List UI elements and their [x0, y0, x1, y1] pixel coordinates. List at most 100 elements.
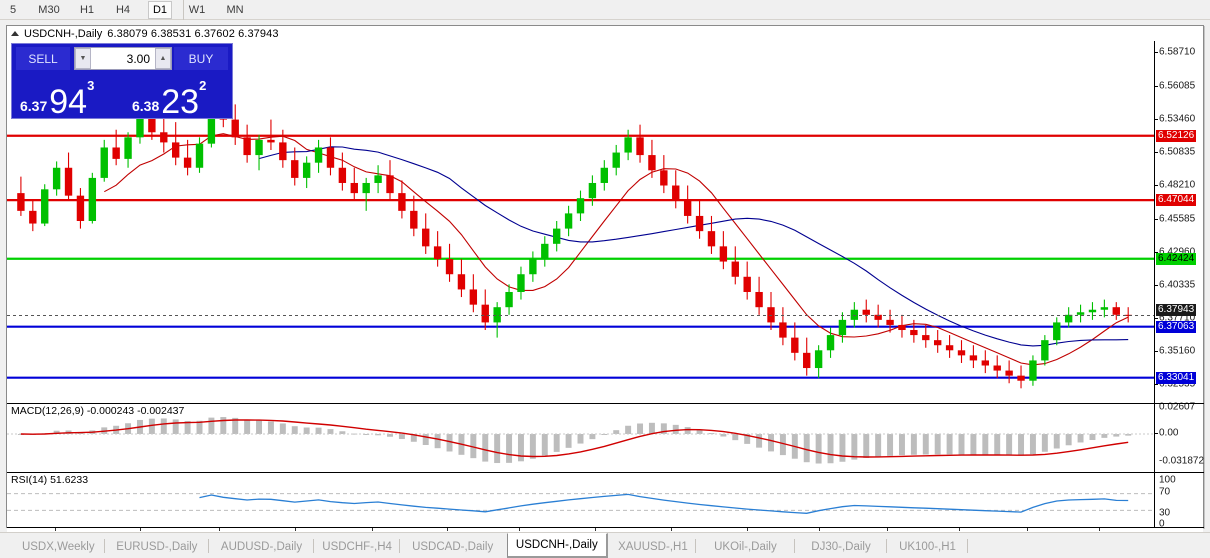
buy-price-fraction: 2: [199, 78, 207, 93]
moving-average-fast: [104, 133, 1129, 366]
scale-tick-mark: [1155, 318, 1158, 320]
chart-ohlc-values: 6.38079 6.38531 6.37602 6.37943: [107, 27, 279, 40]
rsi-chart-svg: [7, 493, 1154, 514]
time-axis-tick: [519, 528, 520, 531]
rsi-pane[interactable]: RSI(14) 51.6233: [7, 472, 1154, 527]
chart-tab-eurusddaily[interactable]: EURUSD-,Daily: [116, 540, 198, 553]
trade-panel-top-row: SELL ▼ 3.00 ▲ BUY: [12, 44, 232, 74]
moving-average-slow: [258, 146, 1129, 347]
chart-tab-usdcaddaily[interactable]: USDCAD-,Daily: [412, 540, 494, 553]
scale-tick-mark: [1155, 285, 1158, 287]
macd-pane[interactable]: MACD(12,26,9) -0.000243 -0.002437: [7, 403, 1154, 471]
volume-value[interactable]: 3.00: [126, 51, 150, 66]
chevron-up-icon[interactable]: ▲: [155, 48, 171, 69]
timeframe-h4[interactable]: H4: [115, 4, 131, 16]
price-level-badge-support[interactable]: 6.37063: [1156, 320, 1197, 333]
buy-button[interactable]: BUY: [174, 47, 228, 70]
buy-price-big: 23: [161, 83, 200, 118]
tab-divider: [312, 539, 314, 553]
timeframe-list: 5 M30 H1 H4 D1 W1 MN: [0, 0, 1210, 20]
time-axis-tick: [372, 528, 373, 531]
chart-tab-uk100h1[interactable]: UK100-,H1: [899, 540, 956, 553]
trade-panel-prices: 6.37 94 3 6.38 23 2: [12, 74, 232, 118]
chart-tab-ukoildaily[interactable]: UKOil-,Daily: [714, 540, 777, 553]
time-axis-tick: [55, 528, 56, 531]
scale-pane-divider: [1155, 403, 1204, 404]
price-level-badge-resistance[interactable]: 6.47044: [1156, 194, 1197, 207]
triangle-up-icon[interactable]: [11, 30, 19, 36]
timeframe-d1[interactable]: D1: [148, 1, 172, 19]
time-axis-tick: [887, 528, 888, 531]
rsi-scale-label: 0: [1159, 518, 1165, 530]
time-axis-tick: [595, 528, 596, 531]
scale-tick-label: 6.35160: [1159, 345, 1196, 357]
time-axis-tick: [295, 528, 296, 531]
timeframe-mn[interactable]: MN: [226, 4, 244, 16]
scale-tick-label: 6.42960: [1159, 246, 1195, 257]
chart-tab-list: USDX,Weekly EURUSD-,Daily AUDUSD-,Daily USD…: [0, 533, 1210, 558]
macd-scale-label: -0.031872: [1159, 455, 1205, 467]
chart-tab-dj30daily[interactable]: DJ30-,Daily: [811, 540, 871, 553]
chart-tab-usdchfh4[interactable]: USDCHF-,H4: [322, 540, 392, 553]
tab-divider: [208, 539, 210, 553]
scale-tick-label: 6.45585: [1159, 213, 1196, 225]
scale-tick-label: 6.56085: [1159, 80, 1196, 92]
buy-price-prefix: 6.38: [132, 98, 160, 114]
price-scale-axis[interactable]: 6.58710 6.56085 6.53460 6.50835 6.48210 6.455…: [1154, 41, 1205, 530]
scale-tick-label: 6.50835: [1159, 146, 1196, 158]
price-level-badge-support[interactable]: 6.33041: [1156, 371, 1197, 384]
chart-tab-usdxweekly[interactable]: USDX,Weekly: [21, 540, 95, 553]
timeframe-h1[interactable]: H1: [79, 4, 95, 16]
chart-tab-audusddaily[interactable]: AUDUSD-,Daily: [220, 540, 303, 553]
scale-tick-label: 6.40335: [1159, 279, 1196, 291]
scale-tick-label: 6.32535: [1159, 378, 1196, 390]
time-axis-tick: [219, 528, 220, 531]
chart-symbol-label: USDCNH-,Daily: [24, 27, 103, 40]
price-level-badge-resistance[interactable]: 6.52126: [1156, 129, 1197, 142]
rsi-scale-label: 30: [1159, 507, 1171, 519]
sell-price-big: 94: [49, 83, 88, 118]
time-axis-tick: [140, 528, 141, 531]
scale-tick-label: 6.48210: [1159, 179, 1196, 191]
scale-tick-mark: [1155, 384, 1158, 386]
one-click-trade-panel[interactable]: SELL ▼ 3.00 ▲ BUY 6.37 94 3 6.38 23 2: [11, 43, 233, 119]
scale-tick-mark: [1155, 218, 1158, 220]
sell-button[interactable]: SELL: [16, 47, 70, 70]
scale-tick-label: 6.58710: [1159, 46, 1196, 58]
rsi-scale-label: 70: [1159, 486, 1171, 498]
scale-tick-mark: [1155, 251, 1158, 253]
chart-header: USDCNH-,Daily 6.38079 6.38531 6.37602 6.…: [7, 26, 1203, 41]
sell-price-quote[interactable]: 6.37 94 3: [14, 74, 121, 118]
volume-stepper[interactable]: ▼ 3.00 ▲: [74, 47, 172, 70]
sell-price-prefix: 6.37: [20, 98, 48, 114]
scale-tick-label: 6.37710: [1159, 312, 1196, 324]
time-axis-tick: [959, 528, 960, 531]
tab-divider: [966, 539, 968, 553]
rsi-line: [199, 493, 1129, 514]
rsi-label: RSI(14) 51.6233: [11, 474, 89, 486]
price-level-badge-pivot[interactable]: 6.42424: [1156, 252, 1197, 265]
scale-tick-mark: [1155, 118, 1158, 120]
chart-tab-usdcnhdaily[interactable]: USDCNH-,Daily: [507, 533, 608, 558]
time-axis-tick: [1099, 528, 1100, 531]
timeframe-m30[interactable]: M30: [38, 4, 60, 16]
timeframe-5[interactable]: 5: [9, 4, 17, 16]
macd-scale-label: 0.02607: [1159, 401, 1196, 413]
macd-label: MACD(12,26,9) -0.000243 -0.002437: [11, 405, 185, 417]
tab-divider: [695, 539, 697, 553]
chart-tab-xauusdh1[interactable]: XAUUSD-,H1: [618, 540, 688, 553]
tab-divider: [399, 539, 401, 553]
timeframe-w1[interactable]: W1: [188, 4, 206, 16]
macd-histogram: [17, 417, 1132, 464]
sell-price-fraction: 3: [87, 78, 95, 93]
time-axis-tick: [447, 528, 448, 531]
time-axis-tick: [747, 528, 748, 531]
macd-scale-label: 0.00: [1159, 427, 1179, 439]
chevron-down-icon[interactable]: ▼: [75, 48, 91, 69]
buy-price-quote[interactable]: 6.38 23 2: [126, 74, 232, 118]
candlestick-series: [17, 73, 1132, 389]
toolbar-divider: [183, 0, 184, 20]
chart-canvas-window: USDCNH-,Daily 6.38079 6.38531 6.37602 6.…: [6, 25, 1205, 546]
rsi-scale-label: 100: [1159, 474, 1176, 486]
